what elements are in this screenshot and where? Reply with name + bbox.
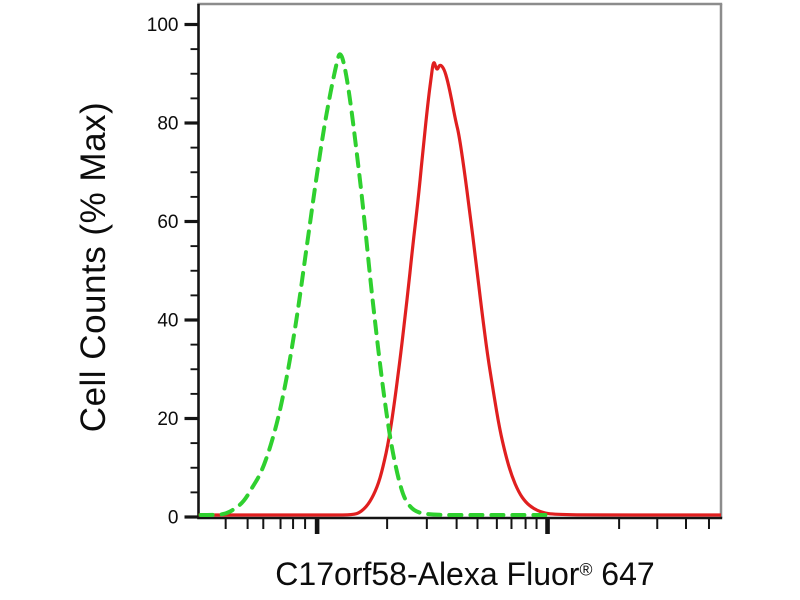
- red-solid-histogram: [198, 61, 721, 517]
- y-tick-label: 100: [147, 15, 179, 36]
- plot-frame: [197, 2, 723, 520]
- series-curves: [198, 52, 721, 517]
- x-axis-title-main: C17orf58-Alexa Fluor: [275, 556, 580, 592]
- registered-trademark-icon: ®: [579, 559, 593, 580]
- green-dashed-histogram: [198, 52, 556, 517]
- y-axis-tick-labels: 0 20 40 60 80 100: [147, 15, 179, 529]
- y-tick-label: 60: [157, 212, 178, 233]
- y-tick-label: 20: [157, 409, 178, 430]
- y-tick-label: 40: [157, 311, 178, 332]
- x-axis-title: C17orf58-Alexa Fluor® 647: [275, 556, 655, 592]
- x-axis-ticks: [224, 519, 710, 534]
- y-tick-label: 0: [168, 508, 179, 529]
- y-axis-title: Cell Counts (% Max): [74, 101, 113, 433]
- y-axis-ticks: [184, 22, 199, 519]
- y-tick-label: 80: [157, 114, 178, 135]
- x-axis-title-suffix: 647: [592, 556, 655, 592]
